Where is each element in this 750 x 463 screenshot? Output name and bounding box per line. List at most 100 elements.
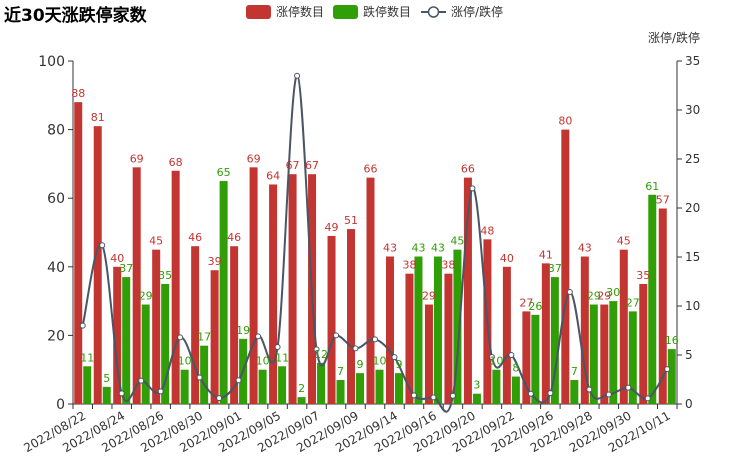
data-label-up: 69 bbox=[130, 152, 144, 165]
bar-down bbox=[161, 283, 170, 404]
data-label-down: 37 bbox=[119, 262, 133, 275]
chart-title: 近30天涨跌停家数 bbox=[4, 5, 148, 26]
ratio-point bbox=[547, 390, 554, 397]
y2-tick-label: 35 bbox=[685, 54, 700, 68]
data-label-down: 3 bbox=[473, 379, 480, 392]
legend-ratio-swatch[interactable] bbox=[421, 6, 446, 18]
legend-ratio-label[interactable]: 涨停/跌停 bbox=[451, 4, 503, 19]
legend-down-label[interactable]: 跌停数目 bbox=[363, 4, 411, 19]
data-label-up: 45 bbox=[149, 235, 163, 248]
bar-down bbox=[648, 194, 657, 404]
bar-down bbox=[589, 304, 598, 404]
bar-up bbox=[639, 283, 648, 404]
data-label-up: 39 bbox=[208, 255, 222, 268]
data-label-down: 10 bbox=[178, 355, 192, 368]
data-label-up: 57 bbox=[656, 193, 670, 206]
data-label-up: 68 bbox=[169, 156, 183, 169]
bar-up bbox=[385, 256, 394, 404]
ratio-point bbox=[294, 72, 301, 79]
legend[interactable]: 涨停数目 跌停数目 涨停/跌停 bbox=[246, 4, 503, 19]
ratio-line-layer bbox=[79, 72, 671, 413]
data-label-down: 26 bbox=[528, 300, 542, 313]
data-label-down: 43 bbox=[411, 242, 425, 255]
bar-up bbox=[191, 246, 200, 404]
ratio-point bbox=[352, 345, 359, 352]
data-label-down: 10 bbox=[256, 355, 270, 368]
bar-up bbox=[113, 266, 122, 404]
bar-up bbox=[152, 249, 161, 404]
bar-up bbox=[619, 249, 628, 404]
bar-down bbox=[336, 379, 345, 404]
y2-tick-label: 15 bbox=[685, 250, 700, 264]
data-label-down: 37 bbox=[548, 262, 562, 275]
bar-down bbox=[83, 366, 92, 404]
bar-down bbox=[200, 345, 209, 404]
data-label-up: 43 bbox=[578, 242, 592, 255]
data-label-up: 27 bbox=[519, 296, 533, 309]
bar-up bbox=[580, 256, 589, 404]
ratio-point bbox=[177, 334, 184, 341]
bar-down bbox=[531, 314, 540, 404]
bar-down bbox=[414, 256, 423, 404]
data-label-up: 48 bbox=[480, 224, 494, 237]
data-label-down: 7 bbox=[337, 365, 344, 378]
ratio-point bbox=[430, 394, 437, 401]
bar-up bbox=[347, 229, 356, 404]
bar-up bbox=[171, 170, 180, 404]
data-label-down: 11 bbox=[80, 351, 94, 364]
bar-down bbox=[317, 362, 326, 404]
bar-down bbox=[453, 249, 462, 404]
legend-up-label[interactable]: 涨停数目 bbox=[276, 4, 324, 19]
bar-down bbox=[219, 181, 228, 404]
ratio-point bbox=[605, 391, 612, 398]
legend-up-swatch[interactable] bbox=[246, 5, 271, 19]
data-label-down: 17 bbox=[197, 331, 211, 344]
data-label-down: 5 bbox=[103, 372, 110, 385]
ratio-point bbox=[216, 395, 223, 402]
bar-up bbox=[74, 102, 83, 404]
data-label-down: 45 bbox=[450, 235, 464, 248]
bar-up bbox=[561, 129, 570, 404]
y-tick-label: 0 bbox=[56, 397, 65, 413]
data-label-down: 29 bbox=[139, 290, 153, 303]
bar-down bbox=[180, 369, 189, 404]
bar-up bbox=[522, 311, 531, 404]
bar-down bbox=[102, 386, 111, 404]
legend-down-swatch[interactable] bbox=[333, 5, 358, 19]
bar-down bbox=[394, 373, 403, 404]
ratio-point bbox=[274, 343, 281, 350]
data-label-up: 40 bbox=[500, 252, 514, 265]
bar-up bbox=[463, 177, 472, 404]
bar-up bbox=[288, 174, 297, 404]
data-label-down: 9 bbox=[357, 358, 364, 371]
data-label-up: 41 bbox=[539, 248, 553, 261]
ratio-point bbox=[157, 388, 164, 395]
ratio-point bbox=[372, 336, 378, 343]
bar-up bbox=[327, 235, 336, 404]
y-tick-label: 100 bbox=[38, 54, 65, 70]
ratio-point bbox=[333, 332, 340, 339]
y-tick-label: 60 bbox=[47, 191, 65, 207]
bar-up bbox=[541, 263, 550, 404]
ratio-point bbox=[527, 390, 534, 397]
bar-down bbox=[609, 301, 618, 404]
ratio-point bbox=[99, 242, 106, 249]
y-tick-label: 80 bbox=[47, 123, 65, 139]
ratio-point bbox=[410, 392, 417, 399]
bar-up bbox=[132, 167, 141, 404]
ratio-point bbox=[391, 354, 398, 361]
ratio-point bbox=[235, 377, 242, 384]
data-label-up: 40 bbox=[110, 252, 124, 265]
ratio-point bbox=[118, 390, 125, 397]
data-label-down: 8 bbox=[512, 362, 519, 375]
data-label-up: 64 bbox=[266, 169, 280, 182]
bar-down bbox=[375, 369, 384, 404]
data-label-up: 66 bbox=[461, 163, 475, 176]
bar-up bbox=[424, 304, 433, 404]
data-label-up: 67 bbox=[286, 159, 300, 172]
bar-up bbox=[210, 270, 219, 404]
ratio-point bbox=[449, 392, 456, 399]
ratio-point bbox=[566, 288, 573, 295]
data-label-down: 19 bbox=[236, 324, 250, 337]
